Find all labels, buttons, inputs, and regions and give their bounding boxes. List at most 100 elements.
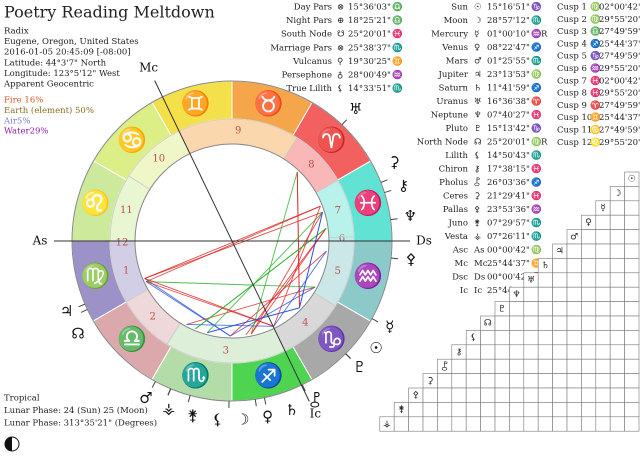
grid-cell — [624, 214, 640, 230]
cusp-sign: ♓ — [590, 88, 601, 99]
house-number: 5 — [334, 266, 340, 277]
planet-tick — [345, 353, 351, 359]
grid-cell — [465, 373, 481, 389]
grid-cell — [552, 258, 568, 274]
grid-cell — [437, 373, 453, 389]
planet-glyph: ⚶ — [162, 400, 175, 418]
point-sign: ♊ — [531, 258, 542, 269]
header-line: Apparent Geocentric — [3, 80, 94, 90]
grid-planet: ♅ — [527, 276, 535, 286]
house-number: 1 — [123, 266, 129, 277]
grid-planet: ☿ — [600, 204, 606, 214]
grid-planet: ♆ — [513, 290, 521, 300]
point-name: Pallas — [443, 205, 468, 215]
point-glyph: ♂ — [474, 57, 482, 67]
point-position: 17°38'15" — [487, 165, 530, 175]
grid-planet: ♃ — [556, 247, 564, 257]
grid-cell — [566, 301, 582, 317]
point-sign: ♈ — [531, 96, 542, 107]
aspect-line — [245, 228, 327, 336]
retrograde: R — [541, 30, 548, 40]
cusp-label: Cusp 11 — [557, 126, 592, 136]
point-sign: ♏ — [531, 231, 542, 242]
point-name: Chiron — [439, 165, 469, 175]
point-sign: ♑ — [531, 2, 542, 13]
point-position: 14°33'51" — [348, 84, 391, 94]
grid-cell — [552, 301, 568, 317]
planet-glyph: ⚳ — [389, 153, 400, 171]
point-position: 25°20'01" — [348, 30, 391, 40]
point-name: Venus — [441, 43, 468, 53]
sign-glyph: ♎ — [117, 325, 147, 353]
grid-cell — [552, 358, 568, 374]
grid-cell — [609, 315, 625, 331]
grid-cell — [624, 272, 640, 288]
cusp-position: 29°55'20" — [599, 64, 640, 74]
point-name: Pluto — [446, 124, 468, 134]
grid-cell — [609, 200, 625, 216]
grid-cell — [581, 229, 597, 245]
point-position: 19°30'25" — [348, 57, 391, 67]
point-glyph: As — [473, 246, 485, 256]
grid-cell — [523, 286, 539, 302]
cusp-label: Cusp 4 — [557, 39, 587, 49]
cusp-sign: ♑ — [590, 51, 601, 62]
grid-cell — [595, 301, 611, 317]
grid-planet: ⯛ — [441, 362, 447, 372]
sign-glyph: ♈ — [317, 126, 347, 154]
grid-cell — [624, 286, 640, 302]
planet-tick — [187, 395, 191, 403]
point-sign: ♓ — [531, 191, 542, 202]
point-glyph: ⚸ — [474, 151, 480, 161]
point-name: Vulcanus — [292, 57, 332, 67]
grid-cell — [566, 358, 582, 374]
grid-cell — [624, 344, 640, 360]
aspect-line — [145, 281, 231, 337]
cusp-position: 27°49'59" — [599, 126, 640, 136]
grid-cell — [624, 387, 640, 403]
point-position: 25°38'37" — [348, 43, 391, 53]
point-glyph: ♅ — [474, 97, 482, 107]
planet-tick — [254, 399, 257, 407]
sign-glyph: ♏ — [181, 362, 211, 390]
grid-cell — [609, 229, 625, 245]
aspect-line — [230, 286, 316, 337]
cusp-sign: ♒ — [590, 63, 601, 74]
grid-cell — [509, 358, 525, 374]
point-glyph: ☽ — [474, 16, 482, 26]
house-number: 6 — [339, 234, 345, 245]
grid-cell — [480, 387, 496, 403]
grid-cell — [581, 272, 597, 288]
point-name: Sun — [451, 3, 468, 13]
grid-cell — [509, 373, 525, 389]
house-number: 11 — [120, 205, 133, 216]
planet-tick — [390, 218, 398, 221]
grid-cell — [451, 402, 467, 418]
grid-cell — [609, 258, 625, 274]
point-name: Asc — [452, 246, 469, 256]
point-position: 16°36'38" — [487, 97, 530, 107]
grid-cell — [609, 402, 625, 418]
point-glyph: ⚷ — [474, 165, 480, 175]
point-name: Uranus — [436, 97, 468, 107]
grid-cell — [581, 387, 597, 403]
planet-tick — [263, 397, 267, 405]
cusp-sign: ♍ — [590, 2, 601, 13]
point-glyph: ♃ — [474, 70, 482, 80]
point-sign: ♏ — [531, 218, 542, 229]
aspect-line — [186, 286, 316, 325]
cusp-sign: ♎ — [590, 26, 601, 37]
header-line: Latitude: 44°3'7" North — [4, 58, 107, 68]
element-share: Earth (element) 50% — [4, 105, 94, 116]
point-glyph: ♁ — [337, 71, 343, 81]
cusp-position: 27°49'59" — [599, 27, 640, 37]
sign-glyph: ♉ — [254, 89, 284, 117]
grid-cell — [624, 200, 640, 216]
planet-tick — [301, 384, 306, 392]
grid-cell — [609, 330, 625, 346]
grid-cell — [609, 358, 625, 374]
grid-cell — [566, 344, 582, 360]
point-sign: ♍ — [531, 69, 542, 80]
grid-cell — [566, 286, 582, 302]
